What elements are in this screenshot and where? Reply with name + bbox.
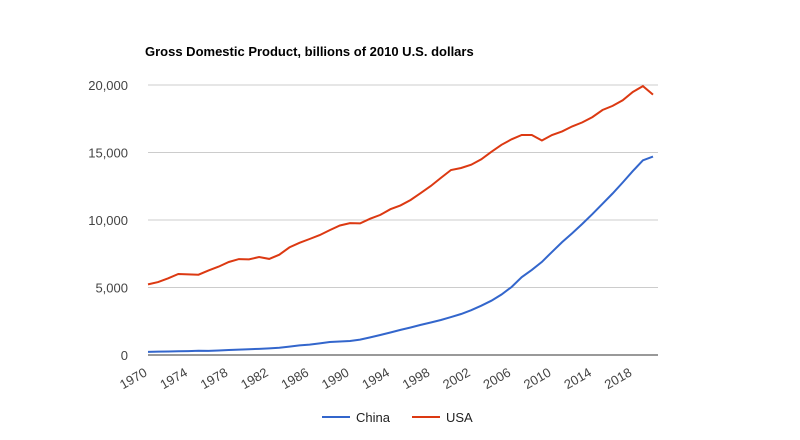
x-tick-label: 2010	[521, 365, 554, 392]
series-line	[147, 155, 654, 353]
x-tick-label: 1974	[157, 365, 190, 392]
x-tick-label: 2014	[561, 365, 594, 392]
x-tick-label: 1982	[238, 365, 271, 392]
y-tick-label: 0	[121, 348, 128, 363]
chart-title: Gross Domestic Product, billions of 2010…	[145, 44, 474, 59]
legend-label: USA	[446, 410, 473, 425]
x-tick-label: 1986	[279, 365, 312, 392]
y-tick-label: 15,000	[88, 146, 128, 161]
y-tick-label: 10,000	[88, 213, 128, 228]
x-tick-label: 1990	[319, 365, 352, 392]
x-tick-label: 2018	[602, 365, 635, 392]
x-tick-label: 1978	[198, 365, 231, 392]
x-tick-label: 1994	[359, 365, 392, 392]
series-line	[147, 84, 654, 286]
y-tick-label: 20,000	[88, 78, 128, 93]
x-tick-label: 2006	[481, 365, 514, 392]
y-tick-label: 5,000	[95, 281, 128, 296]
x-tick-label: 1970	[117, 365, 150, 392]
x-tick-label: 1998	[400, 365, 433, 392]
legend-label: China	[356, 410, 391, 425]
x-tick-label: 2002	[440, 365, 473, 392]
